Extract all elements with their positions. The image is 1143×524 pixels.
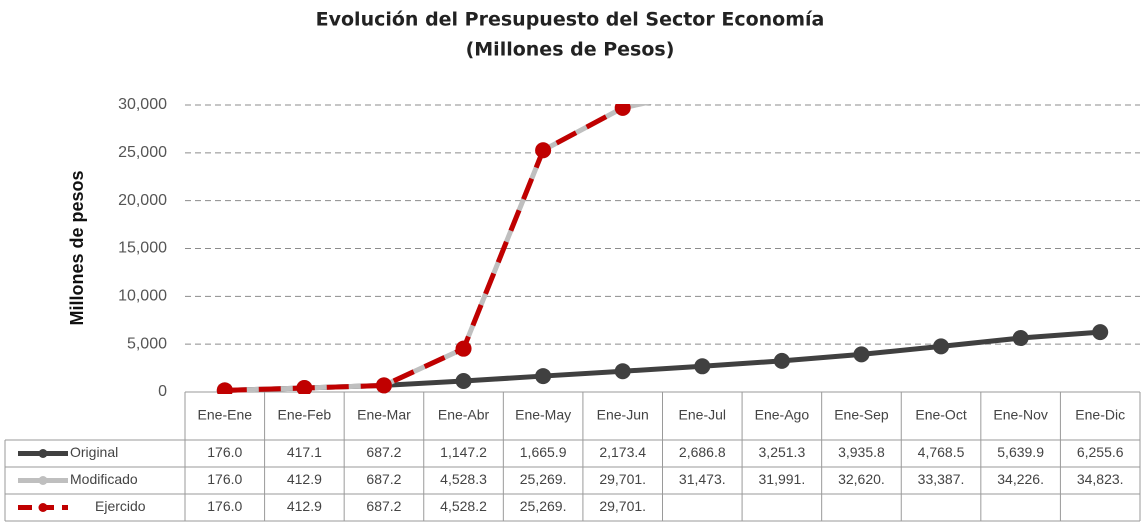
x-tick-label: Ene-Jul	[679, 407, 726, 423]
y-tick-label: 15,000	[118, 240, 167, 257]
table-cell: 1,665.9	[520, 444, 567, 460]
data-point	[455, 373, 472, 390]
series-line	[224, 329, 1101, 393]
y-tick-label: 30,000	[118, 96, 167, 113]
table-cell: 32,620.	[838, 471, 885, 487]
table-cell: 417.1	[287, 444, 322, 460]
table-cell: 29,701.	[599, 498, 646, 514]
table-cell: 2,173.4	[599, 444, 646, 460]
data-point	[774, 78, 790, 94]
chart-subtitle: (Millones de Pesos)	[466, 39, 675, 61]
data-point	[1092, 51, 1108, 67]
table-cell: 176.0	[207, 471, 242, 487]
data-point	[1092, 324, 1109, 341]
data-point	[933, 65, 949, 81]
y-tick-label: 25,000	[118, 144, 167, 161]
table-cell: 3,935.8	[838, 444, 885, 460]
x-tick-label: Ene-Abr	[438, 407, 490, 423]
legend-marker	[38, 449, 48, 458]
series	[216, 104, 631, 394]
data-point	[694, 83, 710, 99]
table-cell: 34,823.	[1077, 471, 1124, 487]
table-cell: 3,251.3	[759, 444, 806, 460]
x-tick-label: Ene-Ago	[755, 407, 810, 423]
x-tick-label: Ene-Dic	[1075, 407, 1125, 423]
series-line	[224, 104, 653, 393]
data-point	[1012, 330, 1029, 347]
legend-label: Original	[70, 444, 118, 460]
table-cell: 412.9	[287, 471, 322, 487]
legend-label: Ejercido	[95, 498, 146, 514]
table-cell: 4,528.2	[440, 498, 487, 514]
table-cell: 25,269.	[520, 471, 567, 487]
table-cell: 687.2	[366, 471, 401, 487]
data-point	[933, 338, 950, 355]
table-cell: 176.0	[207, 498, 242, 514]
table-cell: 6,255.6	[1077, 444, 1124, 460]
x-tick-label: Ene-Nov	[993, 407, 1047, 423]
y-tick-label: 0	[158, 383, 167, 400]
y-tick-label: 20,000	[118, 192, 167, 209]
chart-title: Evolución del Presupuesto del Sector Eco…	[316, 9, 825, 31]
data-point	[375, 377, 392, 394]
data-point	[694, 358, 711, 375]
x-tick-label: Ene-Feb	[278, 407, 332, 423]
table-cell: 33,387.	[918, 471, 965, 487]
y-axis-label: Millones de pesos	[67, 170, 87, 325]
table-cell: 31,473.	[679, 471, 726, 487]
data-point	[535, 368, 552, 385]
data-point	[1013, 57, 1029, 73]
data-point	[535, 142, 552, 159]
table-cell: 687.2	[366, 444, 401, 460]
y-tick-label: 10,000	[118, 288, 167, 305]
table-cell: 4,768.5	[918, 444, 965, 460]
table-cell: 176.0	[207, 444, 242, 460]
table-cell: 34,226.	[997, 471, 1044, 487]
table-cell: 4,528.3	[440, 471, 487, 487]
table-cell: 412.9	[287, 498, 322, 514]
x-tick-label: Ene-Ene	[198, 407, 253, 423]
table-cell: 2,686.8	[679, 444, 726, 460]
table-cell: 31,991.	[759, 471, 806, 487]
x-tick-label: Ene-May	[515, 407, 571, 423]
table-cell: 687.2	[366, 498, 401, 514]
legend-marker	[38, 503, 48, 512]
table-cell: 25,269.	[520, 498, 567, 514]
data-point	[773, 352, 790, 369]
x-tick-label: Ene-Sep	[834, 407, 889, 423]
table-cell: 29,701.	[599, 471, 646, 487]
x-tick-label: Ene-Jun	[597, 407, 649, 423]
table-cell: 5,639.9	[997, 444, 1044, 460]
series-line	[224, 105, 624, 393]
data-point	[614, 104, 631, 116]
x-tick-label: Ene-Oct	[915, 407, 966, 423]
data-point	[296, 380, 313, 394]
data-point	[853, 72, 869, 88]
data-point	[853, 346, 870, 363]
data-point	[614, 363, 631, 380]
table-cell: 1,147.2	[440, 444, 487, 460]
data-point	[216, 382, 233, 394]
y-tick-label: 5,000	[127, 335, 167, 352]
legend-marker	[38, 476, 48, 485]
data-point	[455, 340, 472, 357]
x-tick-label: Ene-Mar	[357, 407, 411, 423]
legend-label: Modificado	[70, 471, 138, 487]
series	[216, 51, 1108, 394]
